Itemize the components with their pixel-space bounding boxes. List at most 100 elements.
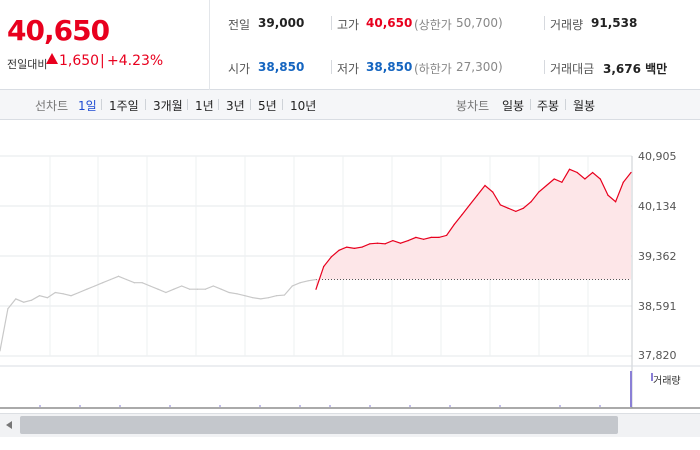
candle-chart-label: 봉차트 bbox=[456, 99, 490, 113]
trade-value-label: 거래대금 bbox=[550, 62, 595, 76]
data-point bbox=[515, 210, 517, 213]
data-point bbox=[62, 293, 64, 295]
divider bbox=[331, 60, 332, 74]
data-point bbox=[361, 246, 363, 248]
data-point bbox=[117, 275, 120, 277]
divider bbox=[218, 99, 219, 110]
y-tick-label: 40,134 bbox=[638, 200, 677, 213]
data-point bbox=[568, 168, 571, 170]
volume-bar bbox=[630, 371, 632, 407]
period-10y[interactable]: 10년 bbox=[290, 99, 317, 113]
data-point bbox=[469, 204, 471, 206]
data-point bbox=[415, 236, 417, 238]
scrollbar-thumb[interactable] bbox=[20, 416, 618, 434]
y-tick-label: 40,905 bbox=[638, 150, 677, 163]
y-tick-label: 37,820 bbox=[638, 349, 677, 362]
quote-header: 40,650 전일대비 1,650 | +4.23% bbox=[0, 0, 700, 90]
data-point bbox=[323, 265, 325, 268]
data-point bbox=[228, 291, 230, 294]
data-point bbox=[70, 295, 72, 297]
period-5y[interactable]: 5년 bbox=[258, 99, 277, 113]
trade-value: 3,676 백만 bbox=[603, 62, 668, 76]
data-point bbox=[530, 201, 532, 203]
data-point bbox=[576, 171, 578, 174]
data-point bbox=[522, 207, 525, 209]
data-point bbox=[54, 291, 56, 294]
y-tick-label: 39,362 bbox=[638, 250, 677, 263]
price-box: 40,650 전일대비 1,650 | +4.23% bbox=[0, 0, 210, 90]
data-point bbox=[244, 295, 246, 297]
data-point bbox=[23, 301, 25, 303]
period-1y[interactable]: 1년 bbox=[195, 99, 214, 113]
data-point bbox=[94, 285, 96, 287]
data-point bbox=[584, 178, 586, 180]
current-price: 40,650 bbox=[7, 14, 110, 47]
data-point bbox=[453, 223, 455, 225]
data-point bbox=[338, 249, 340, 251]
data-point bbox=[204, 288, 206, 290]
chart-toolbar bbox=[0, 90, 700, 120]
period-1w[interactable]: 1주일 bbox=[109, 99, 139, 113]
data-point bbox=[561, 181, 563, 183]
data-point bbox=[430, 236, 432, 238]
data-point bbox=[376, 242, 379, 244]
data-point bbox=[446, 234, 448, 237]
data-point bbox=[260, 298, 262, 300]
data-point bbox=[110, 278, 112, 281]
data-point bbox=[369, 243, 371, 245]
data-point bbox=[384, 243, 386, 245]
data-point bbox=[86, 288, 88, 290]
divider bbox=[544, 60, 545, 74]
divider bbox=[145, 99, 146, 110]
data-point bbox=[157, 288, 159, 290]
data-point bbox=[102, 282, 104, 284]
data-point bbox=[492, 191, 494, 193]
divider bbox=[101, 99, 102, 110]
data-point bbox=[268, 297, 270, 299]
lower-limit-label: (하한가 bbox=[414, 62, 452, 76]
candle-weekly[interactable]: 주봉 bbox=[537, 99, 560, 113]
data-point bbox=[149, 285, 151, 287]
data-point bbox=[220, 288, 222, 290]
data-point bbox=[133, 282, 135, 284]
data-point bbox=[599, 178, 601, 180]
data-point bbox=[607, 194, 609, 196]
divider bbox=[530, 99, 531, 110]
data-point bbox=[407, 240, 409, 242]
data-point bbox=[630, 171, 632, 174]
data-point bbox=[165, 291, 167, 294]
divider bbox=[187, 99, 188, 110]
low-label: 저가 bbox=[337, 62, 360, 76]
data-point bbox=[236, 293, 238, 295]
period-1d[interactable]: 1일 bbox=[78, 99, 97, 113]
data-point bbox=[125, 278, 127, 281]
y-tick-label: 38,591 bbox=[638, 300, 677, 313]
period-3y[interactable]: 3년 bbox=[226, 99, 245, 113]
data-point bbox=[307, 280, 309, 282]
data-point bbox=[622, 181, 624, 183]
series-line-today bbox=[315, 168, 632, 290]
data-point bbox=[299, 282, 301, 284]
data-point bbox=[315, 278, 317, 281]
data-point bbox=[615, 201, 617, 203]
period-3m[interactable]: 3개월 bbox=[153, 99, 183, 113]
data-point bbox=[38, 295, 41, 297]
up-triangle-icon bbox=[46, 53, 58, 64]
prev-close-label: 전일 bbox=[228, 18, 251, 32]
candle-daily[interactable]: 일봉 bbox=[502, 99, 525, 113]
data-point bbox=[283, 294, 285, 296]
chart-area bbox=[0, 120, 700, 410]
data-point bbox=[545, 184, 548, 187]
data-point bbox=[438, 236, 440, 238]
scroll-left-arrow-icon[interactable] bbox=[2, 419, 16, 431]
line-chart-label: 선차트 bbox=[35, 99, 69, 113]
volume-label: 거래량 bbox=[550, 18, 584, 32]
low-value: 38,850 bbox=[366, 60, 413, 74]
volume-legend-swatch bbox=[651, 373, 653, 381]
change-separator: | bbox=[100, 53, 105, 69]
divider bbox=[565, 99, 566, 110]
volume-value: 91,538 bbox=[591, 16, 638, 30]
candle-monthly[interactable]: 월봉 bbox=[573, 99, 596, 113]
data-point bbox=[484, 184, 486, 187]
change-label: 전일대비 bbox=[7, 58, 48, 71]
